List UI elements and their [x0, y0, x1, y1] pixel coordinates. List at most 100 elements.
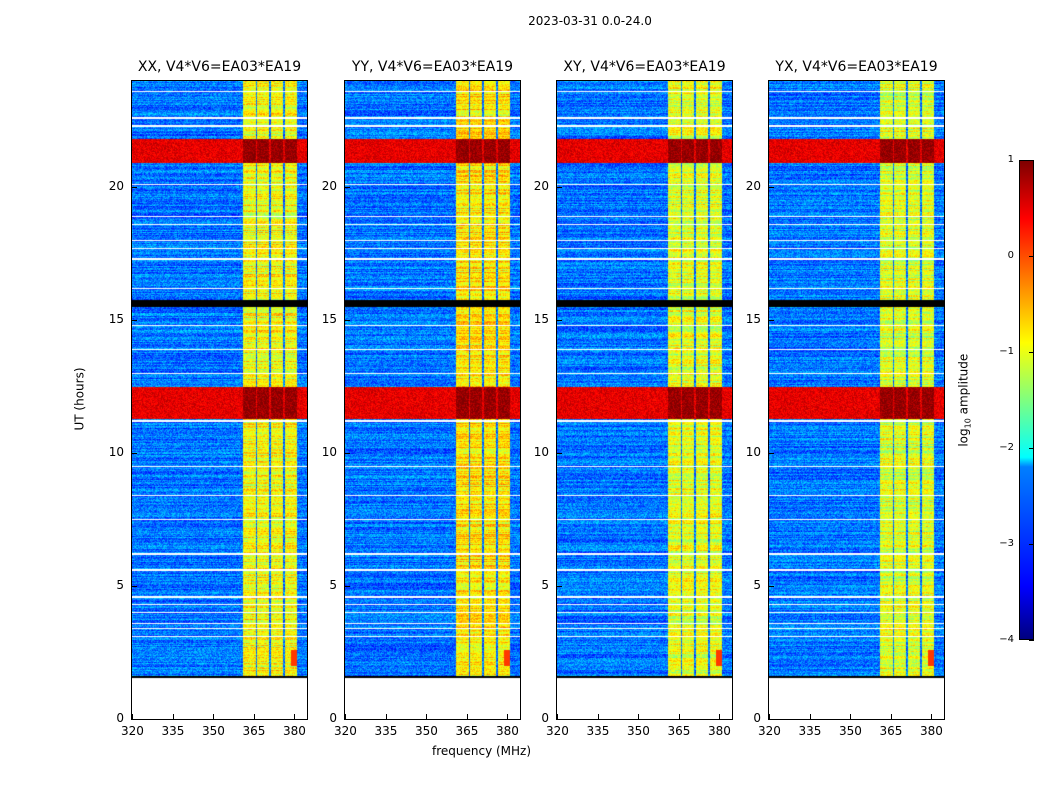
y-tick-label: 20 [321, 179, 337, 194]
panel-title: YY, V4*V6=EA03*EA19 [351, 59, 514, 75]
y-tick-label: 0 [541, 711, 549, 725]
y-tick [557, 453, 562, 455]
x-tick-label: 380 [708, 724, 731, 738]
y-tick-label: 10 [321, 445, 337, 460]
y-tick [769, 187, 774, 189]
x-tick [294, 714, 296, 719]
x-tick [557, 714, 558, 719]
y-tick [345, 586, 350, 588]
x-tick-label: 320 [334, 724, 357, 738]
colorbar [1019, 160, 1034, 640]
y-tick [557, 719, 562, 720]
x-tick-label: 320 [546, 724, 569, 738]
colorbar-tick [1029, 352, 1034, 353]
y-tick-label: 15 [533, 312, 549, 327]
chart-title: 2023-03-31 0.0-24.0 [528, 14, 652, 28]
y-tick-label: 20 [745, 179, 761, 194]
x-tick-label: 380 [920, 724, 943, 738]
y-tick-label: 10 [745, 445, 761, 460]
colorbar-tick-label: −1 [999, 346, 1014, 357]
heatmap-yy [345, 81, 520, 719]
heatmap-xy [557, 81, 732, 719]
x-tick [466, 714, 468, 719]
colorbar-label: log10 amplitude [956, 354, 972, 447]
y-tick-label: 15 [108, 312, 124, 327]
x-tick-label: 365 [242, 724, 266, 738]
panel-title: YX, V4*V6=EA03*EA19 [775, 59, 938, 75]
x-tick-label: 320 [758, 724, 781, 738]
y-tick [132, 320, 137, 322]
colorbar-tick [1029, 448, 1034, 449]
y-tick-label: 0 [329, 711, 337, 725]
y-tick-label: 5 [753, 578, 761, 593]
y-tick [557, 320, 562, 322]
x-tick [809, 714, 811, 719]
y-tick-label: 20 [108, 179, 124, 194]
y-tick [557, 187, 562, 189]
x-tick [132, 714, 133, 719]
y-tick [132, 187, 137, 189]
x-tick-label: 380 [496, 724, 519, 738]
colorbar-tick-label: −3 [999, 538, 1014, 549]
colorbar-label-sub: 10 [963, 418, 973, 429]
x-tick-label: 350 [202, 724, 225, 738]
y-tick-label: 5 [541, 578, 549, 593]
heatmap-xx [132, 81, 307, 719]
y-tick-label: 20 [533, 179, 549, 194]
x-tick [719, 714, 721, 719]
y-tick-label: 10 [533, 445, 549, 460]
x-tick [769, 714, 770, 719]
x-tick [638, 714, 640, 719]
x-tick-label: 365 [879, 724, 903, 738]
colorbar-tick-label: 1 [1007, 154, 1014, 165]
x-tick-label: 335 [161, 724, 185, 738]
x-tick [345, 714, 346, 719]
colorbar-tick-label: −2 [999, 442, 1014, 453]
x-tick [172, 714, 174, 719]
y-tick [769, 320, 774, 322]
x-tick-label: 350 [839, 724, 862, 738]
y-tick [345, 453, 350, 455]
panel-xx: XX, V4*V6=EA03*EA19 320 335 350 365 380 0 5 10 1… [109, 59, 308, 738]
y-tick-label: 0 [753, 711, 761, 725]
x-tick-label: 350 [627, 724, 650, 738]
y-tick-label: 15 [321, 312, 337, 327]
x-tick [213, 714, 215, 719]
x-tick [850, 714, 852, 719]
colorbar-tick-label: 0 [1007, 250, 1014, 261]
colorbar-label-rest: amplitude [956, 353, 971, 419]
colorbar-tick [1029, 544, 1034, 545]
x-tick [426, 714, 428, 719]
colorbar-tick-label: −4 [999, 634, 1014, 645]
y-tick-label: 5 [116, 578, 124, 593]
panel-title: XX, V4*V6=EA03*EA19 [137, 59, 302, 75]
x-tick [385, 714, 387, 719]
y-tick [769, 586, 774, 588]
y-tick-label: 0 [116, 711, 124, 725]
y-tick [769, 453, 774, 455]
y-tick [132, 719, 137, 720]
x-tick-label: 320 [121, 724, 144, 738]
colorbar-tick [1029, 160, 1034, 161]
x-tick [678, 714, 680, 719]
x-tick [890, 714, 892, 719]
x-tick [253, 714, 255, 719]
y-tick-label: 15 [745, 312, 761, 327]
y-tick [557, 586, 562, 588]
x-tick-label: 335 [374, 724, 398, 738]
panel-yx: YX, V4*V6=EA03*EA19 320 335 350 365 380 0 5 10 1… [746, 59, 945, 738]
y-tick [345, 187, 350, 189]
x-tick-label: 365 [455, 724, 479, 738]
x-tick-label: 335 [586, 724, 610, 738]
x-tick [507, 714, 509, 719]
y-tick [132, 586, 137, 588]
y-tick-label: 5 [329, 578, 337, 593]
y-axis-label: UT (hours) [72, 367, 87, 431]
x-tick [931, 714, 933, 719]
x-tick-label: 335 [798, 724, 822, 738]
panel-xy: XY, V4*V6=EA03*EA19 320 335 350 365 380 0 5 10 1… [534, 59, 733, 738]
colorbar-label-main: log [956, 428, 971, 447]
x-tick-label: 365 [667, 724, 691, 738]
x-tick [597, 714, 599, 719]
colorbar-tick [1029, 256, 1034, 257]
